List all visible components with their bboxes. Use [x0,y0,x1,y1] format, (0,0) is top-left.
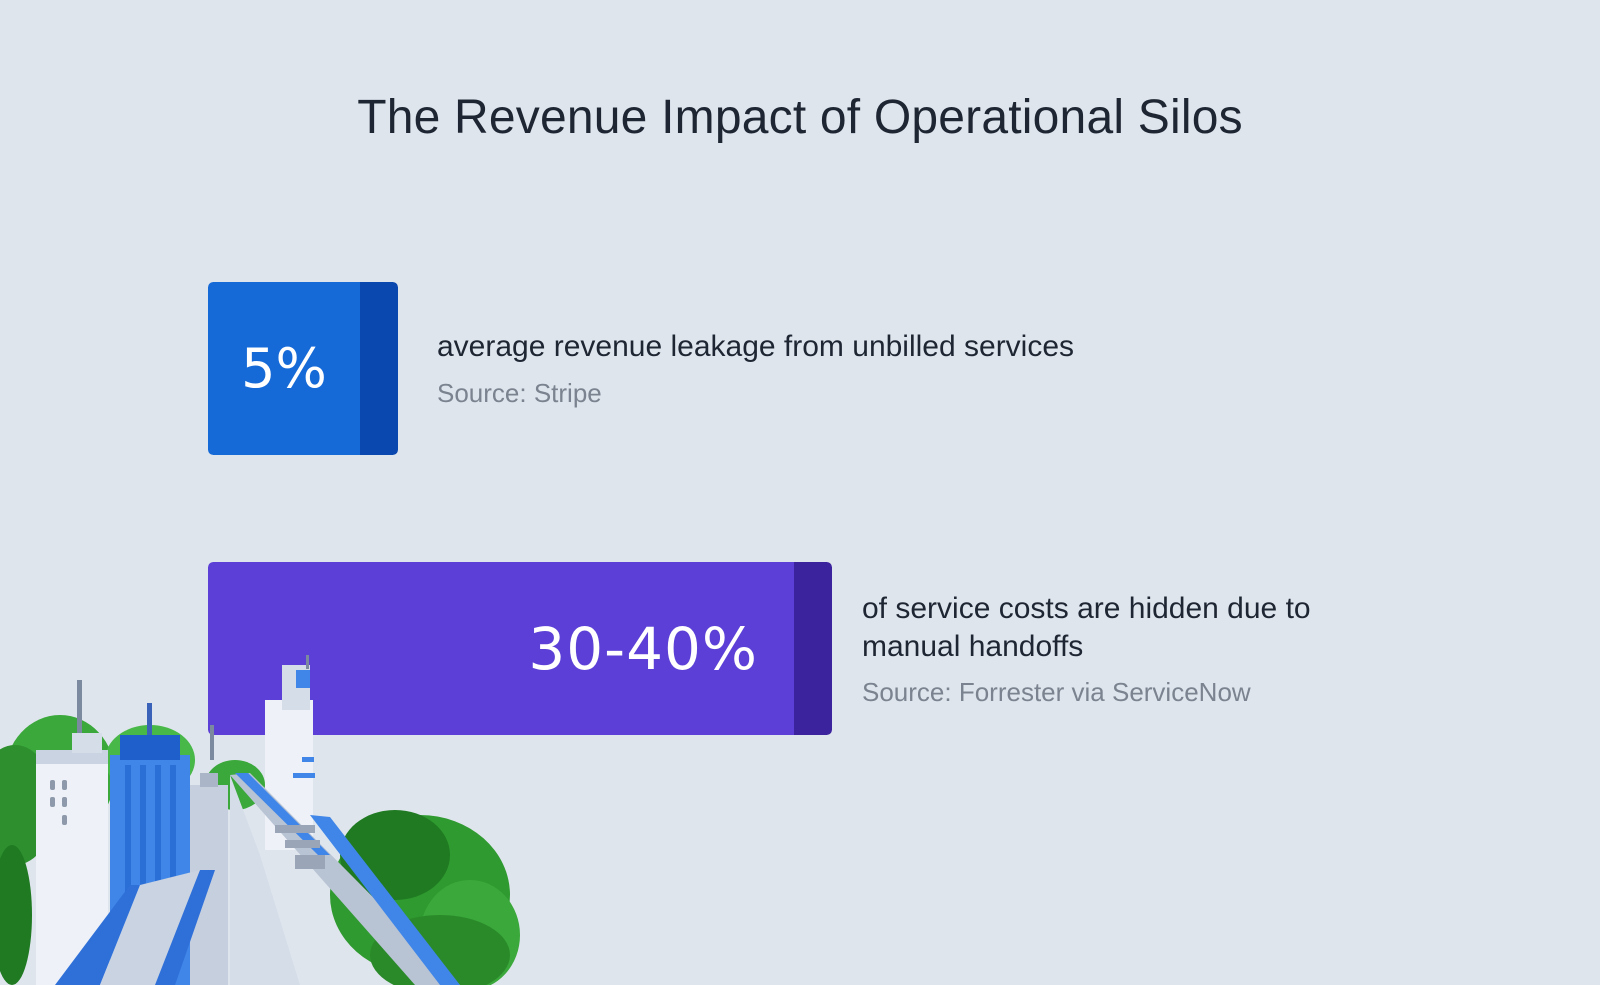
stat-source-2: Source: Forrester via ServiceNow [862,677,1251,707]
trees [0,715,520,985]
stat-description-2: of service costs are hidden due to manua… [862,592,1311,663]
stat-bar-1-edge [360,282,398,455]
stat-source-1: Source: Stripe [437,378,602,408]
page-title: The Revenue Impact of Operational Silos [357,91,1243,144]
city-skyline-illustration [0,655,520,985]
stat-bar-2-edge [794,562,832,735]
stat-description-1: average revenue leakage from unbilled se… [437,330,1075,363]
stat-value-1: 5% [241,337,327,400]
stat-bar-1: 5% [208,282,398,455]
stat-value-2: 30-40% [528,614,758,683]
stat-bar-1-face [208,282,360,455]
